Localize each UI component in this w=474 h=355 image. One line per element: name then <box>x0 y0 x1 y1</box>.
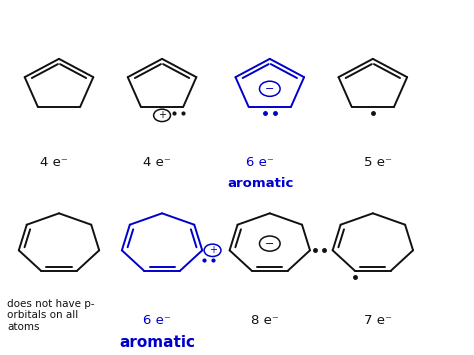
Text: 6 e⁻: 6 e⁻ <box>246 156 274 169</box>
Text: 4 e⁻: 4 e⁻ <box>144 156 171 169</box>
Text: −: − <box>265 239 274 248</box>
Text: 7 e⁻: 7 e⁻ <box>364 314 392 327</box>
Text: aromatic: aromatic <box>227 176 293 190</box>
Text: 6 e⁻: 6 e⁻ <box>144 314 171 327</box>
Text: aromatic: aromatic <box>119 335 195 350</box>
Text: +: + <box>209 245 217 255</box>
Text: −: − <box>265 84 274 94</box>
Text: +: + <box>158 110 166 120</box>
Text: 8 e⁻: 8 e⁻ <box>251 314 279 327</box>
Text: 4 e⁻: 4 e⁻ <box>40 156 68 169</box>
Text: does not have p-
orbitals on all
atoms: does not have p- orbitals on all atoms <box>8 299 95 332</box>
Text: 5 e⁻: 5 e⁻ <box>364 156 392 169</box>
